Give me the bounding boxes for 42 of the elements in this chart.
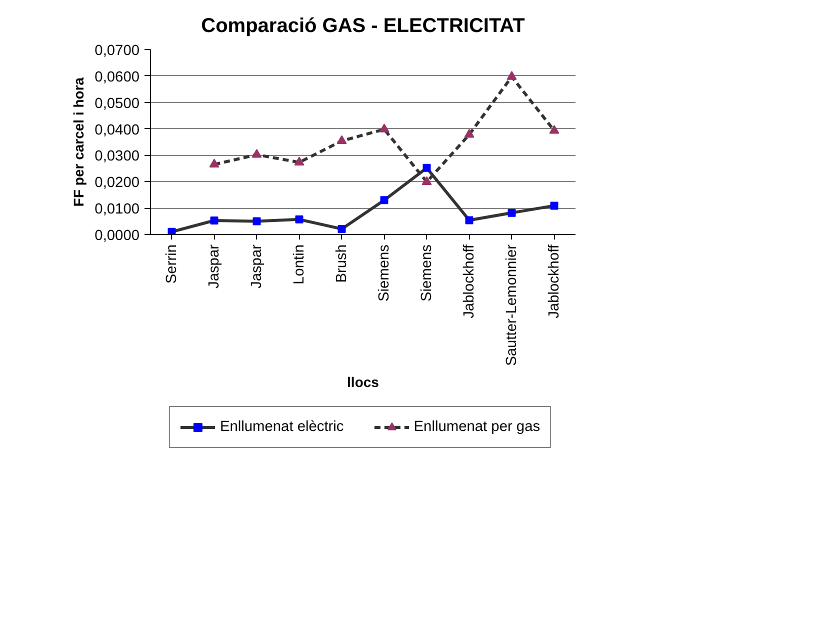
y-tick-label: 0,0300 — [94, 148, 140, 165]
x-tick-label: Jaspar — [248, 244, 265, 288]
point — [422, 164, 431, 172]
chart-title: Comparació GAS - ELECTRICITAT — [201, 15, 525, 37]
point — [210, 216, 218, 224]
point — [422, 176, 432, 186]
point — [549, 124, 560, 134]
x-tick-label: Siemens — [418, 244, 435, 302]
point — [209, 158, 220, 168]
y-tick-label: 0,0700 — [94, 43, 140, 59]
point — [379, 124, 390, 132]
legend-label: Enllumenat per gas — [414, 419, 540, 435]
y-tick-label: 0,0000 — [94, 228, 140, 244]
x-tick-label: Serrin — [164, 244, 180, 284]
y-tick-label: 0,0400 — [94, 122, 140, 138]
x-tick-label: Sautter-Lemonnier — [504, 244, 520, 366]
y-axis-title: FF per carcel i hora — [70, 77, 87, 207]
point — [550, 202, 558, 210]
x-tick-label: Jaspar — [206, 244, 222, 288]
y-tick-label: 0,0100 — [94, 202, 140, 218]
point — [295, 215, 304, 224]
point — [336, 135, 347, 144]
y-tick-label: 0,0500 — [94, 96, 140, 112]
point — [294, 156, 304, 166]
point — [464, 128, 474, 138]
x-tick-label: Siemens — [376, 244, 392, 302]
point — [506, 71, 517, 80]
y-tick-label: 0,0200 — [94, 175, 140, 192]
point — [252, 148, 262, 158]
point — [168, 228, 176, 234]
legend-label: Enllumenat elèctric — [220, 419, 344, 435]
x-tick-label: Jablockhoff — [461, 244, 478, 318]
point — [508, 208, 516, 217]
point — [380, 196, 388, 204]
point — [465, 216, 474, 224]
x-tick-label: Jablockhoff — [546, 244, 562, 318]
x-tick-label: Brush — [334, 244, 350, 283]
x-axis-title: llocs — [347, 374, 380, 390]
y-tick-label: 0,0600 — [94, 69, 140, 86]
x-tick-label: Lontin — [291, 244, 308, 284]
point — [252, 217, 261, 226]
point — [338, 224, 346, 233]
